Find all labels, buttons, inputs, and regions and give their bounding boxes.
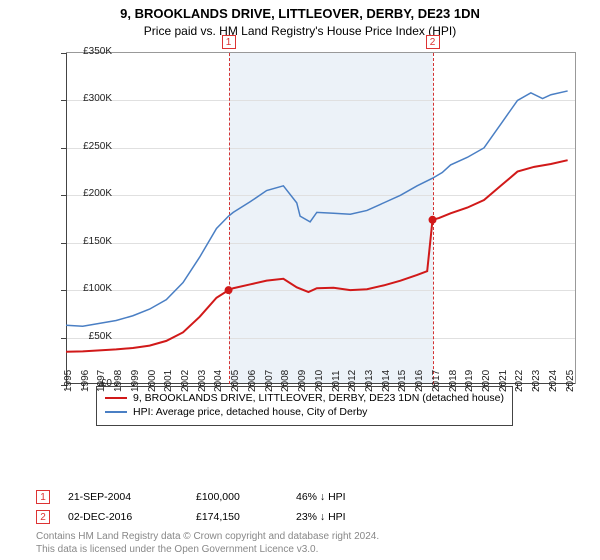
footnote-delta: 23% ↓ HPI [296, 511, 416, 523]
chart-footer: 1 21-SEP-2004£100,00046% ↓ HPI 2 02-DEC-201… [36, 490, 416, 556]
footnote-badge: 2 [36, 510, 50, 524]
chart-title: 9, BROOKLANDS DRIVE, LITTLEOVER, DERBY, … [0, 0, 600, 21]
legend-swatch [105, 411, 127, 413]
attribution-line-1: Contains HM Land Registry data © Crown c… [36, 530, 416, 543]
legend-row: 9, BROOKLANDS DRIVE, LITTLEOVER, DERBY, … [105, 391, 504, 405]
line-chart-svg [66, 53, 576, 385]
y-axis-label: £250K [62, 141, 112, 152]
attribution-line-2: This data is licensed under the Open Gov… [36, 543, 416, 556]
footnote-row: 2 02-DEC-2016£174,15023% ↓ HPI [36, 510, 416, 524]
y-axis-label: £150K [62, 236, 112, 247]
y-axis-label: £200K [62, 188, 112, 199]
footnote-price: £100,000 [196, 491, 296, 503]
sale-dot [429, 216, 437, 224]
legend-row: HPI: Average price, detached house, City… [105, 405, 504, 419]
series-property [66, 160, 568, 352]
x-axis-label: 2025 [565, 370, 599, 392]
footnote-date: 02-DEC-2016 [68, 511, 196, 523]
sale-dot [225, 286, 233, 294]
legend-box: 9, BROOKLANDS DRIVE, LITTLEOVER, DERBY, … [96, 386, 513, 426]
series-hpi [66, 91, 568, 326]
footnote-date: 21-SEP-2004 [68, 491, 196, 503]
footnote-price: £174,150 [196, 511, 296, 523]
y-axis-label: £100K [62, 283, 112, 294]
chart-subtitle: Price paid vs. HM Land Registry's House … [0, 21, 600, 44]
footnote-delta: 46% ↓ HPI [296, 491, 416, 503]
legend-label: 9, BROOKLANDS DRIVE, LITTLEOVER, DERBY, … [133, 392, 504, 404]
plot-area: 12 [66, 52, 576, 384]
legend-swatch [105, 397, 127, 399]
chart-container: 12 9, BROOKLANDS DRIVE, LITTLEOVER, DERB… [30, 44, 590, 424]
y-axis-label: £50K [62, 331, 112, 342]
sale-marker-badge: 2 [426, 35, 440, 49]
sale-marker-badge: 1 [222, 35, 236, 49]
legend-label: HPI: Average price, detached house, City… [133, 406, 367, 418]
y-axis-label: £350K [62, 46, 112, 57]
footnote-badge: 1 [36, 490, 50, 504]
y-axis-label: £300K [62, 93, 112, 104]
footnote-row: 1 21-SEP-2004£100,00046% ↓ HPI [36, 490, 416, 504]
